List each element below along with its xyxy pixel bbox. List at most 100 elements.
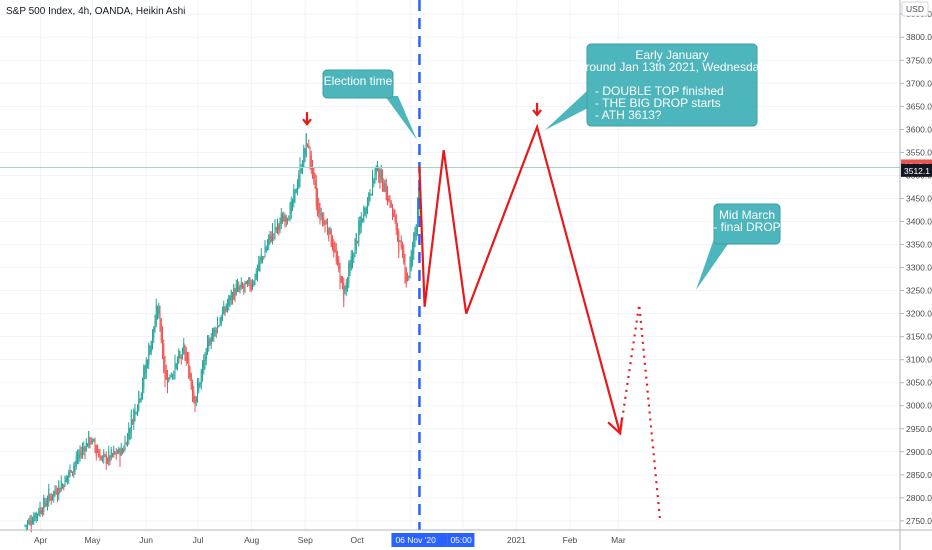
y-tick-label: 3650.0: [906, 101, 932, 111]
candle-body: [382, 174, 384, 191]
candle-body: [273, 233, 275, 236]
candle-body: [218, 325, 220, 327]
candle-body: [257, 266, 259, 275]
candle-body: [294, 189, 296, 197]
candle-body: [85, 442, 87, 451]
candle-body: [379, 174, 381, 183]
callout-mid-march[interactable]: Mid March- final DROP: [696, 203, 781, 290]
callout-tail: [696, 236, 728, 290]
x-tick-label: Oct: [351, 535, 365, 545]
y-tick-label: 3800.0: [906, 32, 932, 42]
candle-body: [42, 511, 44, 513]
y-tick-label: 3750.0: [906, 55, 932, 65]
overlays: Election time Mid March- final DROP Early …: [0, 0, 900, 530]
candle-body: [45, 502, 47, 506]
candle-body: [97, 450, 99, 453]
candle-body: [219, 320, 221, 327]
candle-body: [162, 329, 164, 358]
candle-body: [322, 214, 324, 222]
candle-body: [284, 218, 286, 224]
candle-body: [362, 219, 364, 222]
callout-election[interactable]: Election time: [322, 69, 417, 140]
candle-body: [83, 447, 85, 451]
candle-body: [114, 451, 116, 455]
callout-text-line: (around Jan 13th 2021, Wednesday): [575, 60, 770, 74]
candle-body: [269, 231, 271, 241]
candle-body: [358, 220, 360, 242]
candle-body: [375, 165, 377, 175]
chart-title: S&P 500 Index, 4h, OANDA, Heikin Ashi: [6, 6, 185, 17]
candle-body: [165, 370, 167, 380]
candle-body: [119, 450, 121, 461]
candle-body: [328, 228, 330, 239]
candle-body: [384, 180, 386, 187]
candle-body: [64, 476, 66, 487]
candle-body: [333, 242, 335, 253]
candle-body: [274, 221, 276, 235]
candle-body: [237, 284, 239, 290]
candle-body: [323, 217, 325, 225]
candle-body: [320, 213, 322, 216]
candle-body: [79, 449, 81, 457]
candle-body: [342, 279, 344, 287]
candle-body: [90, 441, 92, 443]
currency-badge[interactable]: [901, 1, 929, 17]
y-tick-label: 3000.0: [906, 401, 932, 411]
candle-body: [173, 375, 175, 376]
candle-body: [167, 374, 169, 388]
candle-body: [180, 356, 182, 359]
candle-body: [92, 440, 94, 442]
candle-body: [414, 229, 416, 244]
candle-body: [385, 183, 387, 201]
candle-body: [317, 193, 319, 213]
candle-body: [50, 497, 52, 501]
candle-body: [204, 357, 206, 366]
candle-body: [87, 445, 89, 447]
candle-body: [137, 407, 139, 413]
candle-body: [55, 491, 57, 494]
candle-body: [314, 173, 316, 188]
candle-body: [299, 163, 301, 182]
candle-body: [172, 374, 174, 377]
candle-body: [409, 260, 411, 277]
candle-body: [372, 171, 374, 195]
callout-text-line: - THE BIG DROP starts: [595, 96, 721, 110]
callout-double-top[interactable]: Early January(around Jan 13th 2021, Wedn…: [545, 43, 770, 130]
candle-body: [202, 362, 204, 378]
candle-body: [263, 257, 265, 259]
candle-body: [209, 342, 211, 346]
candle-body: [124, 438, 126, 451]
candle-body: [109, 456, 111, 461]
candle-body: [252, 283, 254, 287]
candle-body: [223, 305, 225, 315]
candle-body: [285, 216, 287, 221]
y-tick-label: 3200.0: [906, 309, 932, 319]
y-tick-label: 3350.0: [906, 240, 932, 250]
candle-body: [149, 350, 151, 355]
candle-body: [189, 368, 191, 380]
candle-body: [405, 268, 407, 282]
candle-body: [93, 439, 95, 442]
candle-body: [35, 512, 37, 518]
candle-body: [199, 382, 201, 387]
candle-body: [99, 454, 101, 461]
candle-body: [94, 440, 96, 450]
callout-text-line: - ATH 3613?: [595, 108, 662, 122]
candle-body: [128, 428, 130, 440]
candle-body: [89, 438, 91, 444]
candle-body: [374, 167, 376, 182]
candle-body: [127, 433, 129, 445]
candle-body: [195, 396, 197, 403]
candle-body: [159, 309, 161, 328]
candle-body: [52, 494, 54, 499]
candle-body: [277, 219, 279, 230]
candle-body: [88, 431, 90, 446]
candle-body: [363, 206, 365, 221]
candle-body: [184, 348, 186, 356]
candle-body: [170, 376, 172, 377]
candle-body: [120, 446, 122, 456]
candle-body: [334, 247, 336, 252]
candle-body: [357, 241, 359, 243]
